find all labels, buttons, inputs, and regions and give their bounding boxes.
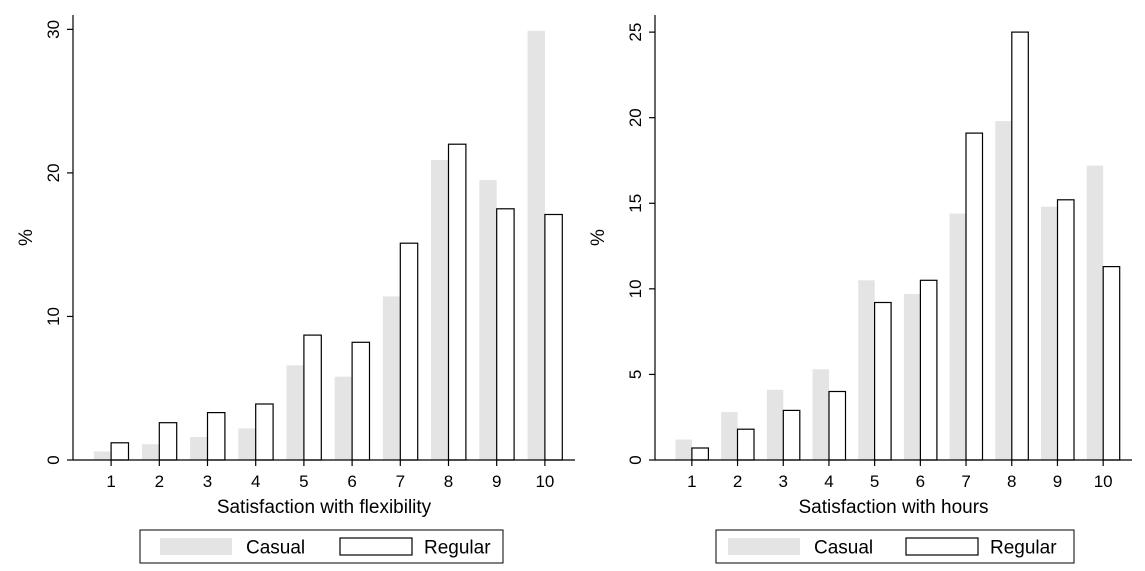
bar-casual-1 [675,439,692,460]
bar-casual-2 [721,412,738,460]
legend-label-casual: Casual [814,538,873,559]
y-tick-label: 5 [626,370,645,379]
bar-regular-1 [691,447,710,461]
x-tick-label: 4 [824,472,833,491]
y-tick-label: 25 [626,23,645,42]
bar-regular-6 [919,279,938,461]
bar-casual-10 [527,30,545,461]
x-axis-title: Satisfaction with flexibility [217,497,432,518]
x-tick-label: 10 [1094,472,1113,491]
bar-casual-6 [334,376,353,460]
bar-casual-3 [190,437,208,460]
x-tick-label: 3 [203,472,212,491]
x-tick-label: 10 [535,472,554,491]
x-tick-label: 5 [870,472,879,491]
x-tick-label: 8 [1007,472,1016,491]
legend-label-regular: Regular [424,538,491,559]
bar-casual-9 [1041,206,1058,460]
bar-regular-4 [255,403,274,461]
bar-regular-8 [1011,31,1029,461]
bar-casual-3 [766,389,784,460]
legend-swatch-casual [728,538,800,555]
bar-regular-1 [110,442,130,461]
y-tick-label: 0 [626,455,645,464]
bar-casual-1 [93,451,112,460]
x-tick-label: 5 [299,472,308,491]
bar-casual-4 [812,369,829,460]
bar-casual-5 [858,280,875,460]
x-tick-label: 2 [155,472,164,491]
bar-regular-9 [496,208,515,461]
x-tick-label: 9 [492,472,501,491]
x-tick-label: 1 [106,472,115,491]
y-tick-label: 30 [44,20,63,39]
y-tick-label: 10 [44,307,63,326]
bar-regular-5 [873,301,892,461]
x-tick-label: 7 [961,472,970,491]
bar-regular-3 [206,412,226,461]
bar-regular-3 [782,409,801,461]
bar-casual-2 [141,444,160,460]
bar-regular-2 [158,422,178,461]
legend-swatch-regular [905,537,979,556]
legend-label-regular: Regular [990,538,1057,559]
x-tick-label: 9 [1053,472,1062,491]
bar-casual-8 [995,121,1012,460]
bar-casual-7 [382,296,401,460]
bar-casual-8 [431,160,449,460]
bar-regular-10 [1102,266,1121,461]
bar-casual-7 [949,213,967,460]
bar-regular-8 [447,143,467,461]
x-axis-title: Satisfaction with hours [798,497,988,518]
y-tick-label: 10 [626,279,645,298]
chart-panel-2: 0 5 10 15 20 25 1 2 3 4 5 6 7 8 9 10 Satisfaction with h… [588,15,1132,564]
bar-regular-6 [351,341,371,461]
legend-swatch-regular [339,537,413,556]
bar-regular-7 [965,132,984,461]
y-tick-label: 20 [44,163,63,182]
bar-casual-9 [479,180,497,460]
chart-panel-1: 0 10 20 30 1 2 3 4 5 6 7 8 9 10 Satisfaction with flex… [16,15,575,564]
legend: Casual Regular [715,529,1075,564]
x-tick-label: 7 [396,472,405,491]
x-tick-label: 3 [779,472,788,491]
y-tick-label: 15 [626,194,645,213]
y-tick-label: 0 [44,455,63,464]
x-tick-label: 2 [733,472,742,491]
legend-label-casual: Casual [246,538,305,559]
bar-casual-4 [238,428,256,460]
x-tick-label: 8 [444,472,453,491]
bar-casual-5 [286,365,304,460]
x-tick-label: 6 [347,472,356,491]
y-axis-title: % [588,229,609,246]
legend-swatch-casual [160,538,232,555]
y-tick-label: 20 [626,108,645,127]
bar-regular-2 [736,428,755,461]
bar-regular-9 [1056,199,1075,461]
x-tick-label: 1 [687,472,696,491]
y-axis-title: % [16,229,37,246]
bar-regular-5 [303,334,322,461]
bar-regular-4 [828,390,847,461]
x-tick-label: 6 [916,472,925,491]
x-tick-label: 4 [251,472,260,491]
bar-casual-10 [1086,165,1104,460]
legend: Casual Regular [139,529,504,564]
bar-regular-7 [399,242,419,461]
bar-casual-6 [903,294,921,460]
bar-regular-10 [544,213,563,461]
